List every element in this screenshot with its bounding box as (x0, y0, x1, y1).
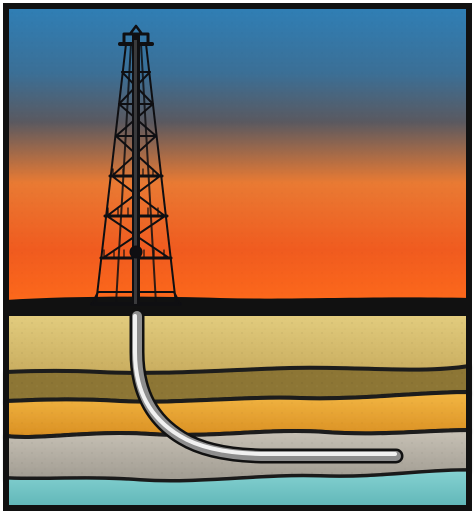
well-pipe-highlight (133, 314, 397, 456)
frame-border (3, 3, 472, 511)
rig-base-supports (91, 291, 181, 305)
rig-peak (128, 24, 144, 36)
rig-leg-right (145, 43, 177, 305)
ground-layer-orange-texture (6, 392, 469, 437)
horizon-band (6, 296, 469, 316)
ground-layer-sand-texture (6, 316, 469, 373)
rig-inner-right (140, 43, 157, 305)
ground-layer-brown-texture (6, 366, 469, 402)
rig-center-pipe (129, 34, 143, 304)
rig-leg-left (95, 43, 127, 305)
ground-layer-teal (4, 468, 471, 510)
sky-texture (6, 6, 469, 311)
